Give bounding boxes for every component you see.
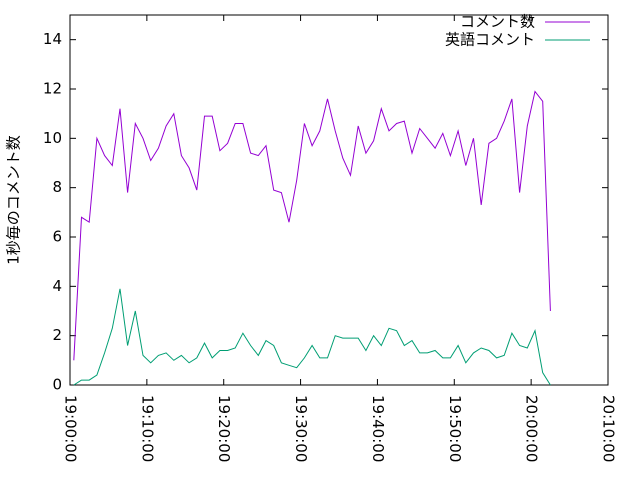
x-tick-label: 19:30:00 bbox=[292, 395, 310, 462]
x-tick-label: 20:10:00 bbox=[600, 395, 618, 462]
x-tick-label: 20:00:00 bbox=[523, 395, 541, 462]
y-tick-label: 0 bbox=[52, 376, 62, 394]
legend-label: コメント数 bbox=[460, 13, 535, 31]
y-tick-label: 2 bbox=[52, 326, 62, 344]
x-tick-label: 19:40:00 bbox=[369, 395, 387, 462]
y-tick-label: 12 bbox=[43, 80, 62, 98]
y-tick-label: 14 bbox=[43, 30, 62, 48]
x-tick-label: 19:50:00 bbox=[446, 395, 464, 462]
y-tick-label: 6 bbox=[52, 228, 62, 246]
x-tick-label: 19:00:00 bbox=[62, 395, 80, 462]
series-line bbox=[73, 288, 551, 386]
y-tick-label: 4 bbox=[52, 277, 62, 295]
x-tick-label: 19:20:00 bbox=[215, 395, 233, 462]
x-tick-label: 19:10:00 bbox=[138, 395, 156, 462]
series-line bbox=[73, 90, 551, 361]
y-tick-label: 8 bbox=[52, 178, 62, 196]
plot-frame bbox=[69, 14, 609, 386]
legend-label: 英語コメント bbox=[445, 31, 535, 49]
y-tick-label: 10 bbox=[43, 129, 62, 147]
y-axis-label: 1秒毎のコメント数 bbox=[5, 135, 23, 265]
